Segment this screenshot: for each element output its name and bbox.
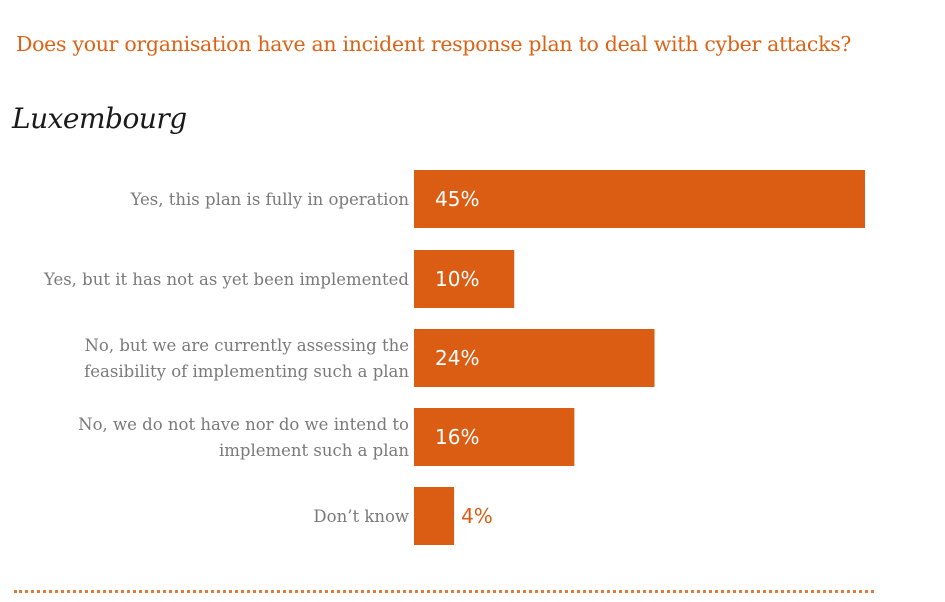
category-label-5: Don’t know: [313, 507, 409, 526]
category-label-4-line-1: No, we do not have nor do we intend to: [78, 415, 409, 434]
bar-3: [414, 329, 655, 387]
category-label-4-line-2: implement such a plan: [219, 441, 409, 460]
bar-4: [414, 408, 575, 466]
category-label-2: Yes, but it has not as yet been implemen…: [43, 270, 409, 289]
dotted-divider: [14, 590, 874, 593]
value-label-2: 10%: [435, 267, 479, 291]
chart-question: Does your organisation have an incident …: [16, 32, 852, 56]
category-label-3-line-1: No, but we are currently assessing the: [84, 336, 409, 355]
bar-2: [414, 250, 515, 308]
bar-5: [414, 487, 455, 545]
category-label-3-line-2: feasibility of implementing such a plan: [84, 362, 409, 381]
value-label-3: 24%: [435, 346, 479, 370]
category-label-1: Yes, this plan is fully in operation: [130, 190, 410, 209]
chart-title: Luxembourg: [12, 102, 187, 135]
value-label-5: 4%: [461, 504, 493, 528]
bar-1: [414, 170, 865, 228]
value-label-4: 16%: [435, 425, 479, 449]
value-label-1: 45%: [435, 187, 479, 211]
